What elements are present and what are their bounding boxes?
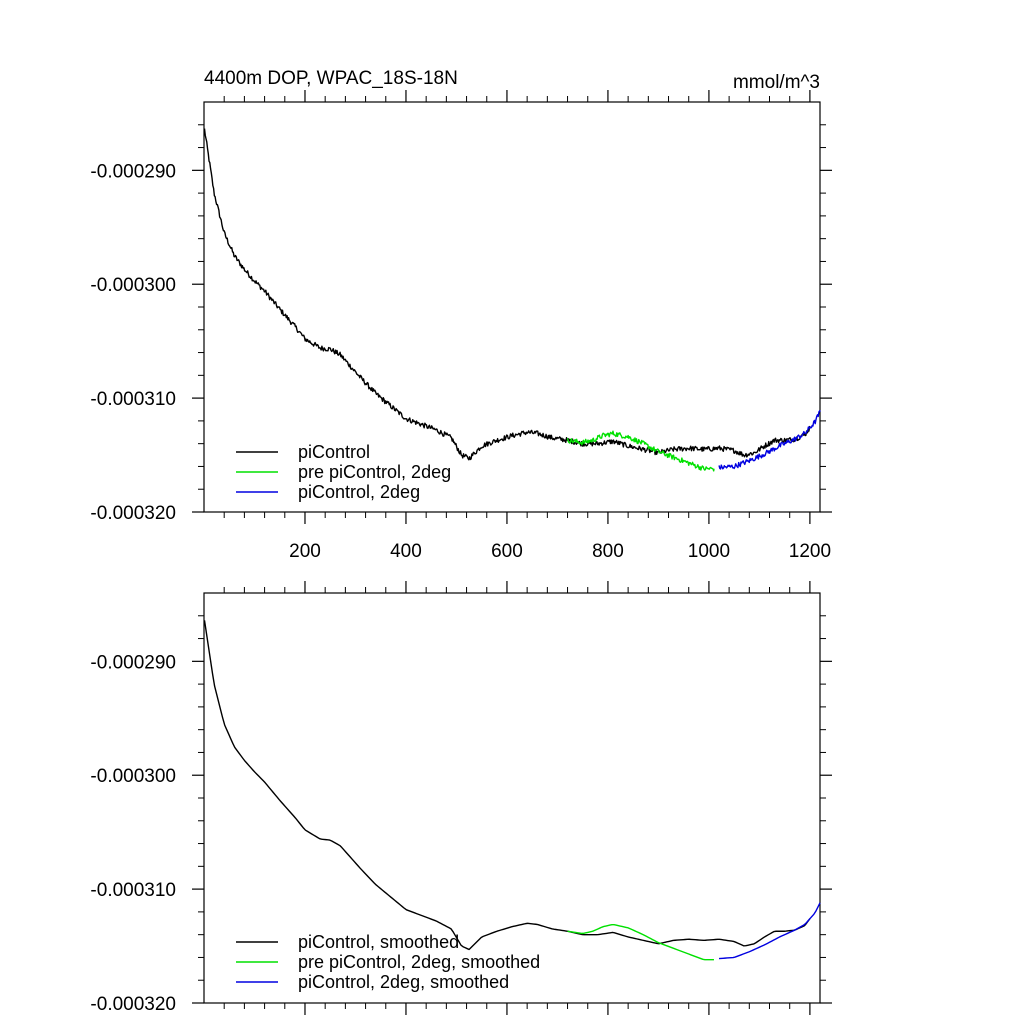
legend-label: pre piControl, 2deg, smoothed xyxy=(298,952,540,972)
y-tick-label: -0.000300 xyxy=(90,766,176,787)
bottom-chart-panel: -0.000290 -0.000300 -0.000310 -0.000320 piCo… xyxy=(90,581,832,1015)
plot-frame xyxy=(203,592,821,1004)
chart-title: 4400m DOP, WPAC_18S-18N xyxy=(204,68,458,89)
x-tick-label: 800 xyxy=(592,541,624,562)
legend-label: pre piControl, 2deg xyxy=(298,462,451,482)
legend-label: piControl xyxy=(298,442,370,462)
legend-label: piControl, smoothed xyxy=(298,932,459,952)
y-tick-label: -0.000310 xyxy=(90,389,176,410)
y-tick-label: -0.000320 xyxy=(90,503,176,524)
y-tick-label: -0.000320 xyxy=(90,994,176,1015)
series-line xyxy=(718,902,821,960)
y-tick-label: -0.000290 xyxy=(90,161,176,182)
legend-label: piControl, 2deg, smoothed xyxy=(298,972,509,992)
series-line xyxy=(718,410,821,470)
x-tick-label: 1000 xyxy=(688,541,730,562)
x-tick-label: 400 xyxy=(390,541,422,562)
y-tick-label: -0.000290 xyxy=(90,652,176,673)
series-line xyxy=(203,620,811,951)
x-tick-label: 200 xyxy=(289,541,321,562)
units-label: mmol/m^3 xyxy=(733,72,820,93)
series-line xyxy=(566,430,715,472)
y-tick-label: -0.000300 xyxy=(90,275,176,296)
series-line xyxy=(203,128,811,461)
series-line xyxy=(567,923,714,961)
top-chart-panel: 4400m DOP, WPAC_18S-18N mmol/m^3 200 400 6… xyxy=(90,68,832,562)
x-tick-label: 600 xyxy=(491,541,523,562)
legend-label: piControl, 2deg xyxy=(298,482,420,502)
x-tick-label: 1200 xyxy=(789,541,831,562)
y-tick-label: -0.000310 xyxy=(90,880,176,901)
plot-frame xyxy=(203,101,821,513)
